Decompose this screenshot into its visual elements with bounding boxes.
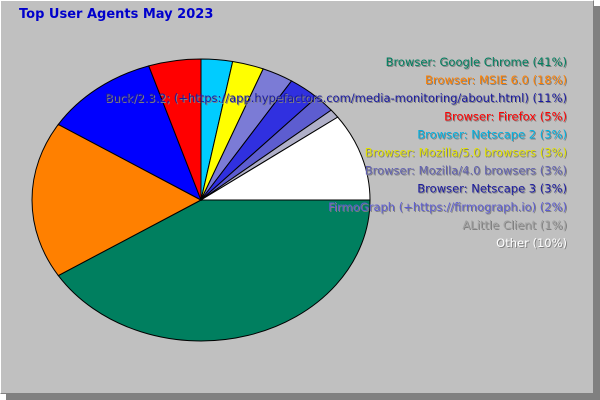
- pie-slice-0: [57, 199, 371, 342]
- pie-slice-10: [199, 116, 371, 201]
- legend-shadow-0: Browser: Google Chrome (41%): [387, 56, 568, 70]
- legend-label-4: Browser: Netscape 2 (3%): [417, 127, 567, 141]
- legend-label-3: Browser: Firefox (5%): [444, 109, 567, 123]
- frame-shadow-bottom: [6, 394, 600, 400]
- legend-shadow-9: ALittle Client (1%): [463, 219, 568, 233]
- legend-shadow-2: Buck/2.3.2; (+https://app.hypefactors.co…: [106, 92, 568, 106]
- legend-shadow-5: Browser: Mozilla/5.0 browsers (3%): [366, 147, 568, 161]
- chart-title: Top User Agents May 2023: [19, 7, 214, 22]
- pie-slice-2: [57, 65, 202, 202]
- legend-label-7: Browser: Netscape 3 (3%): [417, 182, 567, 196]
- legend-label-9: ALittle Client (1%): [462, 218, 567, 232]
- legend-shadow-10: Other (10%): [497, 237, 568, 251]
- legend-shadow-3: Browser: Firefox (5%): [445, 110, 568, 124]
- legend-label-8: FirmoGraph (+https://firmograph.io) (2%): [328, 200, 567, 214]
- legend-label-0: Browser: Google Chrome (41%): [386, 55, 567, 69]
- legend-shadow-7: Browser: Netscape 3 (3%): [418, 183, 568, 197]
- legend-label-5: Browser: Mozilla/5.0 browsers (3%): [365, 146, 567, 160]
- legend-label-1: Browser: MSIE 6.0 (18%): [425, 73, 567, 87]
- legend-label-6: Browser: Mozilla/4.0 browsers (3%): [365, 164, 567, 178]
- legend-shadow-6: Browser: Mozilla/4.0 browsers (3%): [366, 165, 568, 179]
- legend-label-10: Other (10%): [496, 236, 567, 250]
- legend-label-2: Buck/2.3.2; (+https://app.hypefactors.co…: [105, 91, 567, 105]
- frame-shadow-right: [594, 6, 600, 400]
- legend-shadow-1: Browser: MSIE 6.0 (18%): [426, 74, 568, 88]
- pie-slice-1: [31, 123, 203, 277]
- legend-shadow-8: FirmoGraph (+https://firmograph.io) (2%): [329, 201, 568, 215]
- legend-shadow-4: Browser: Netscape 2 (3%): [418, 128, 568, 142]
